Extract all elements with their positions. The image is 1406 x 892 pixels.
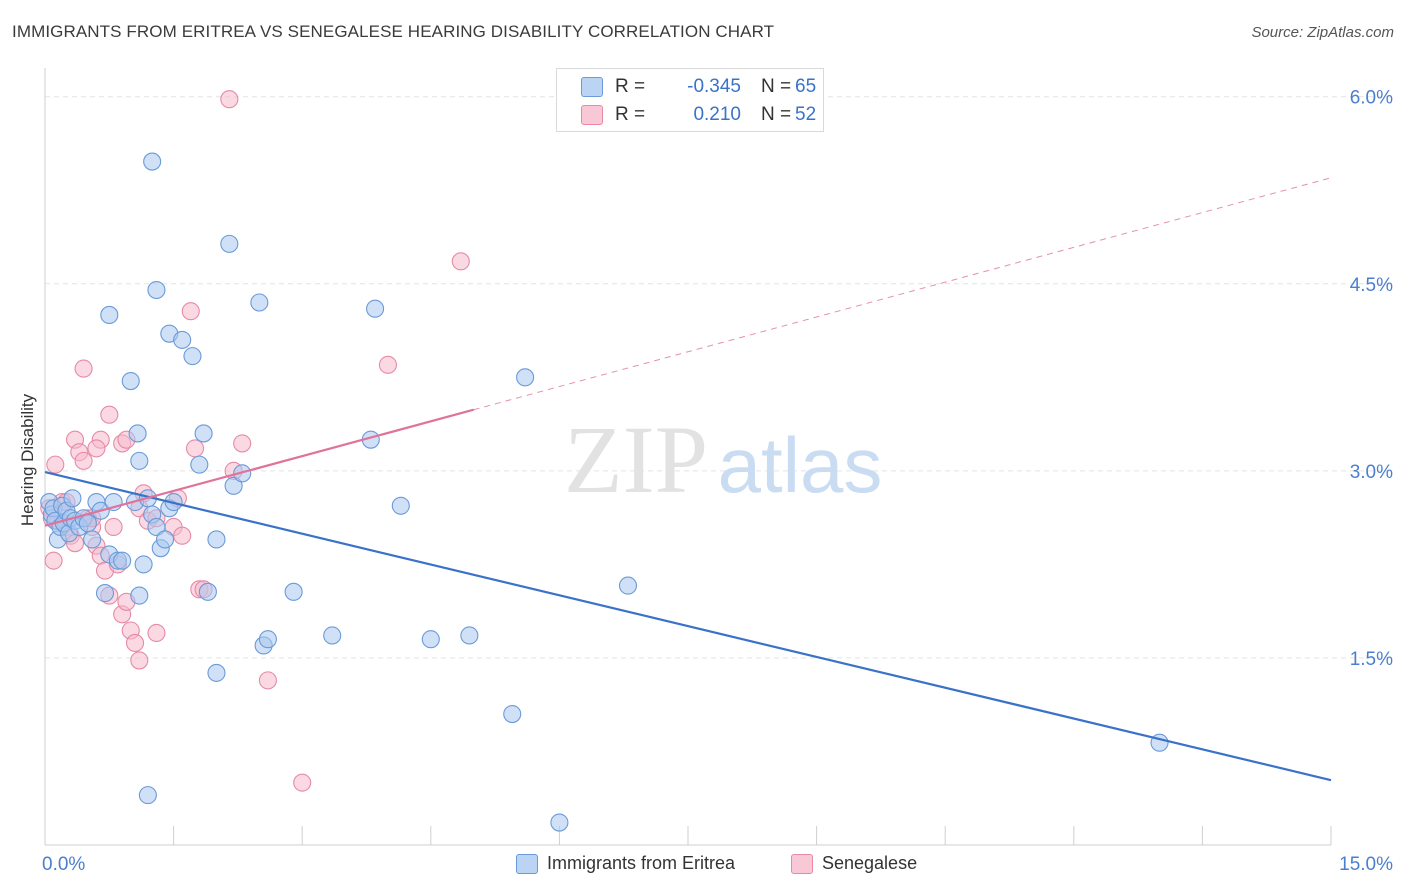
data-point: [100, 405, 119, 424]
data-point: [391, 496, 410, 515]
data-point: [113, 551, 132, 570]
legend-r-value: 0.210: [693, 104, 741, 125]
data-point: [258, 630, 277, 649]
y-tick-label: 3.0%: [1350, 462, 1393, 483]
data-point: [147, 280, 166, 300]
trend-lines: [44, 177, 1332, 782]
data-point: [44, 551, 63, 570]
data-point: [460, 626, 479, 645]
data-point: [207, 663, 226, 682]
data-point: [451, 252, 470, 271]
data-point: [63, 489, 82, 508]
series-senegalese-points: [40, 90, 470, 792]
data-point: [293, 773, 312, 792]
data-point: [220, 90, 239, 109]
data-point: [74, 359, 93, 378]
legend-swatch-pink: [791, 854, 813, 874]
legend-n-label: N =: [761, 76, 792, 97]
data-point: [185, 439, 205, 458]
source-label: Source: ZipAtlas.com: [1251, 24, 1394, 41]
y-axis-label: Hearing Disability: [18, 393, 37, 527]
data-point: [421, 630, 440, 649]
y-tick-label: 1.5%: [1350, 649, 1393, 670]
grid-lines: [45, 96, 1395, 659]
data-point: [78, 514, 97, 533]
legend-label: Senegalese: [822, 853, 918, 873]
data-point: [130, 451, 149, 470]
chart-title: IMMIGRANTS FROM ERITREA VS SENEGALESE HE…: [12, 22, 775, 41]
trend-line-solid: [44, 471, 1332, 782]
data-point: [198, 582, 217, 601]
watermark-zip: ZIP: [564, 406, 708, 513]
data-point: [128, 424, 147, 443]
data-point: [183, 347, 202, 366]
legend-swatch-blue: [581, 77, 603, 97]
y-tick-label: 4.5%: [1350, 275, 1393, 296]
legend-r-label: R =: [615, 104, 646, 125]
data-point: [194, 424, 213, 443]
x-tick-label: 15.0%: [1339, 854, 1393, 875]
data-point: [284, 582, 303, 601]
data-point: [207, 530, 226, 549]
data-point: [233, 434, 252, 453]
data-point: [516, 368, 535, 387]
data-point: [138, 786, 157, 805]
watermark-atlas: atlas: [718, 421, 883, 509]
legend-swatch-pink: [581, 105, 603, 125]
legend-n-label: N =: [761, 104, 792, 125]
x-tick-label: 0.0%: [42, 854, 85, 875]
data-point: [46, 455, 65, 474]
data-point: [258, 671, 277, 690]
data-point: [173, 526, 192, 545]
data-point: [74, 451, 93, 470]
legend-r-label: R =: [615, 76, 646, 97]
legend-r-value: -0.345: [687, 76, 741, 97]
data-point: [250, 293, 269, 312]
data-point: [87, 439, 106, 458]
data-point: [366, 299, 385, 318]
data-point: [503, 704, 522, 724]
data-point: [104, 517, 123, 537]
data-point: [155, 530, 175, 549]
trend-line-solid: [44, 408, 474, 527]
data-point: [130, 651, 149, 670]
trend-line-dashed: [473, 177, 1332, 411]
legend-swatch-blue: [516, 854, 538, 874]
legend-n-value: 52: [795, 104, 817, 125]
data-point: [121, 372, 140, 391]
legend-n-value: 65: [795, 76, 817, 97]
data-point: [378, 355, 397, 374]
data-point: [224, 476, 243, 495]
data-point: [95, 584, 115, 603]
data-point: [147, 517, 166, 537]
series-eritrea-points: [40, 152, 1169, 832]
data-point: [134, 555, 153, 574]
data-point: [83, 530, 102, 549]
data-point: [173, 330, 192, 349]
data-point: [130, 586, 149, 605]
data-point: [181, 302, 200, 321]
data-point: [125, 633, 145, 653]
data-point: [618, 576, 638, 595]
data-point: [550, 813, 569, 832]
data-point: [220, 234, 239, 253]
data-point: [323, 626, 342, 645]
legend-label: Immigrants from Eritrea: [547, 853, 736, 873]
stats-legend: R = -0.345 N = 65 R = 0.210 N = 52: [556, 68, 824, 132]
y-tick-label: 6.0%: [1350, 88, 1393, 109]
data-point: [147, 623, 166, 643]
data-point: [190, 455, 209, 474]
data-point: [100, 305, 119, 325]
tick-labels: 1.5% 3.0% 4.5% 6.0% 0.0% 15.0%: [42, 88, 1393, 875]
data-point: [143, 152, 162, 171]
